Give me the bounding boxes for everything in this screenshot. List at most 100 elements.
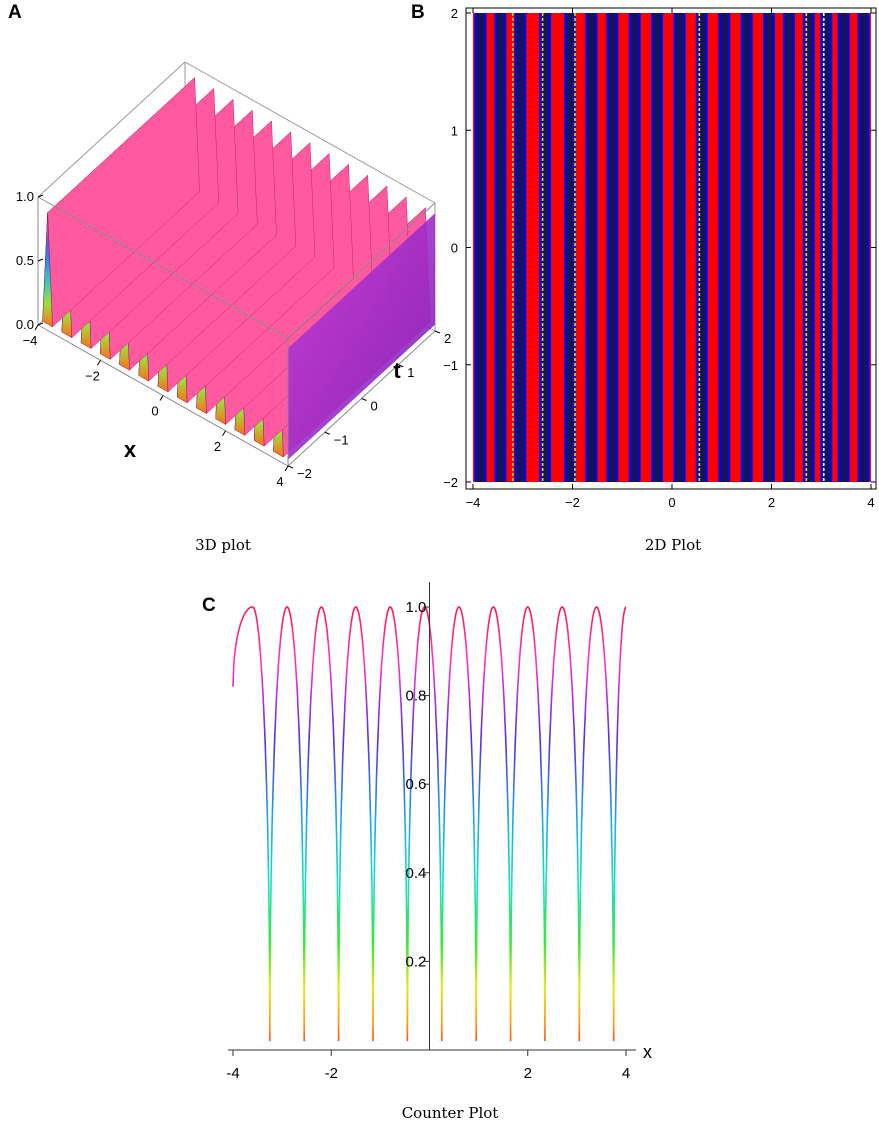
x-tick-label: 4 [622, 1065, 630, 1082]
panel-c-letter: C [202, 595, 216, 616]
surface-ridge-front [61, 223, 73, 339]
heatmap-stripe [785, 13, 793, 482]
t-axis-label: t [393, 358, 401, 383]
heatmap-stripe-edge [802, 13, 815, 482]
t-tick-mark [434, 330, 441, 334]
surface-ridge-front [196, 299, 207, 415]
heatmap-stripe [822, 13, 830, 482]
x-tick-label: 2 [214, 439, 221, 454]
heatmap-stripe [653, 13, 661, 482]
heatmap-stripe-edge [782, 13, 795, 482]
x-tick-label: 4 [276, 474, 283, 489]
surface-ridge-top [85, 98, 239, 350]
heatmap-stripe-edge [718, 13, 731, 482]
x-tick-label: −2 [85, 368, 100, 383]
heatmap-stripe [541, 13, 549, 482]
x-tick-label: 0 [668, 495, 675, 510]
heatmap-stripe-edge [857, 13, 870, 482]
surface-ridge-back [157, 142, 311, 387]
heatmap-stripe-edge [474, 13, 487, 482]
x-tick-mark [97, 359, 101, 366]
heatmap-stripe [587, 13, 595, 482]
surface-ridge-back [273, 207, 426, 452]
z-tick-mark [37, 258, 44, 262]
surface-ridge-back [100, 109, 253, 355]
panel-b-letter: B [411, 2, 425, 23]
heatmap-stripe [743, 13, 751, 482]
box-edge [37, 61, 186, 198]
t-tick-mark [287, 465, 294, 469]
surface-ridge-front [234, 321, 246, 436]
y-tick-label: 0 [451, 241, 458, 256]
heatmap-stripe [840, 13, 848, 482]
heatmap-stripe-edge [539, 13, 552, 482]
heatmap-background [473, 13, 871, 482]
heatmap-stripe [720, 13, 728, 482]
box-edge [37, 324, 289, 467]
z-tick-label: 1.0 [16, 189, 34, 204]
surface-ridge-front [176, 288, 188, 404]
x-tick-label: -2 [325, 1065, 338, 1082]
t-tick-label: 1 [407, 365, 414, 380]
x-tick-label: −2 [565, 495, 580, 510]
x-axis-label: x [124, 437, 137, 462]
z-tick-mark [37, 194, 44, 198]
surface-ridge-back [234, 185, 388, 431]
heatmap-frame [465, 7, 877, 490]
y-tick-label: 0.4 [406, 865, 427, 882]
x-tick-label: -4 [226, 1065, 239, 1082]
y-tick-label: 0.2 [406, 953, 427, 970]
y-tick-label: −1 [443, 358, 458, 373]
surface-ridge-top [201, 163, 354, 415]
surface-ridge-front [80, 234, 92, 349]
surface-ridge-back [196, 163, 349, 409]
x-tick-label: 0 [151, 404, 158, 419]
heatmap-stripe-edge [628, 13, 641, 482]
box-edge [184, 61, 436, 204]
panel-a-letter: A [8, 2, 22, 23]
surface-ridge-back [253, 196, 407, 442]
surface-side-face [288, 213, 435, 460]
surface-ridge-back [176, 153, 330, 398]
heatmap-stripe-edge [651, 13, 664, 482]
x-tick-label: −4 [23, 333, 38, 348]
surface-ridge-front [273, 342, 284, 458]
y-tick-label: −2 [443, 475, 458, 490]
x-tick-mark [284, 465, 289, 472]
surface-ridge-back [215, 174, 368, 420]
surface-ridge-top [143, 131, 297, 382]
z-tick-label: 0.0 [16, 317, 34, 332]
z-tick-label: 0.5 [16, 253, 34, 268]
heatmap-stripe-edge [564, 13, 577, 482]
surface-ridge-top [258, 196, 412, 447]
box-edge [287, 202, 436, 339]
t-tick-label: 2 [444, 331, 451, 346]
surface-ridge-top [162, 142, 316, 393]
surface-ridge-front [138, 266, 150, 382]
surface-ridge-top [181, 153, 335, 404]
surface-ridge-back [80, 98, 234, 344]
heatmap-stripe-edge [494, 13, 507, 482]
surface-ridge-top [105, 109, 258, 360]
box-edge [37, 189, 186, 326]
t-tick-label: 0 [371, 399, 378, 414]
surface-ridge-top [239, 185, 393, 436]
heatmap-stripe [476, 13, 484, 482]
y-tick-label: 0.6 [406, 776, 427, 793]
box-edge [287, 330, 436, 467]
box-edge [37, 196, 289, 339]
series-line [232, 606, 627, 1042]
heatmap-stripe [631, 13, 639, 482]
heatmap-stripe [860, 13, 868, 482]
surface-ridge-top [124, 120, 277, 371]
z-tick-mark [37, 322, 44, 326]
heatmap-stripe [608, 13, 616, 482]
surface-ridge-back [42, 77, 195, 322]
x-axis-label: x [643, 1042, 652, 1062]
heatmap-stripe [675, 13, 683, 482]
heatmap-stripe-edge [585, 13, 598, 482]
surface-ridge-front [119, 255, 130, 371]
